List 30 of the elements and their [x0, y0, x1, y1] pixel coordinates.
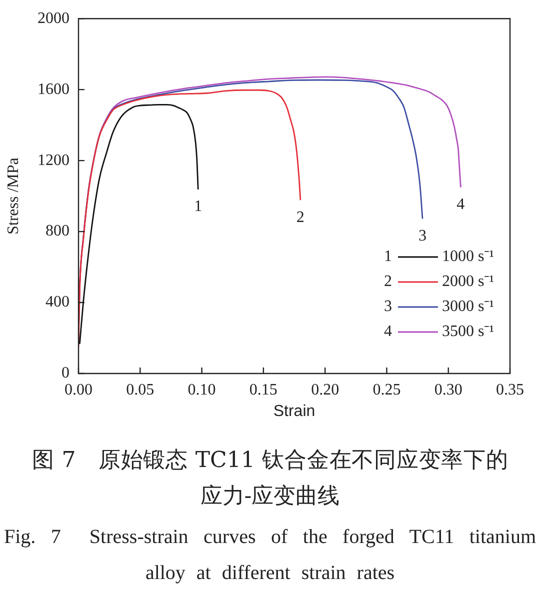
legend-label: 3500 s⁻¹ — [442, 323, 494, 340]
text: 4 — [384, 323, 392, 340]
annotation: 2 — [296, 208, 304, 226]
y-tick-label: 400 — [46, 294, 70, 311]
x-tick-label: 0.05 — [126, 381, 154, 398]
caption: Fig. 7 Stress-strain curves of the forged TC11 titanium alloy at different strain rates — [4, 525, 536, 586]
x-axis-title: Strain — [273, 402, 316, 420]
y-tick-label: 2000 — [38, 10, 70, 27]
annotation: 1 — [194, 198, 202, 216]
x-tick-label: 0.10 — [188, 381, 216, 398]
annotation: 3 — [418, 227, 426, 244]
y-tick-label: 0 — [62, 364, 70, 382]
annotation: 4 — [456, 196, 465, 214]
text: 2 — [384, 273, 392, 290]
legend-label: 1000 s⁻¹ — [442, 248, 494, 266]
y-axis-title: Stress /MPa — [4, 158, 22, 235]
x-tick-label: 0.20 — [311, 381, 340, 398]
y-tick-label: 1600 — [38, 80, 70, 98]
legend-label: 2000 s⁻¹ — [442, 273, 494, 290]
y-tick-label: 1200 — [38, 152, 70, 169]
text: 3 — [384, 298, 392, 316]
legend-label: 3000 s⁻¹ — [442, 298, 494, 316]
y-tick-label: 800 — [46, 222, 70, 240]
x-tick-label: 0.15 — [249, 381, 278, 398]
x-tick-label: 0.00 — [64, 381, 92, 398]
text: 1 — [384, 248, 392, 266]
x-tick-label: 0.35 — [496, 381, 524, 398]
caption: 图 7 原始锻态 TC11 钛合金在不同应变率下的应力-应变曲线 — [32, 447, 508, 511]
x-tick-label: 0.30 — [434, 381, 462, 398]
x-tick-label: 0.25 — [372, 381, 401, 398]
